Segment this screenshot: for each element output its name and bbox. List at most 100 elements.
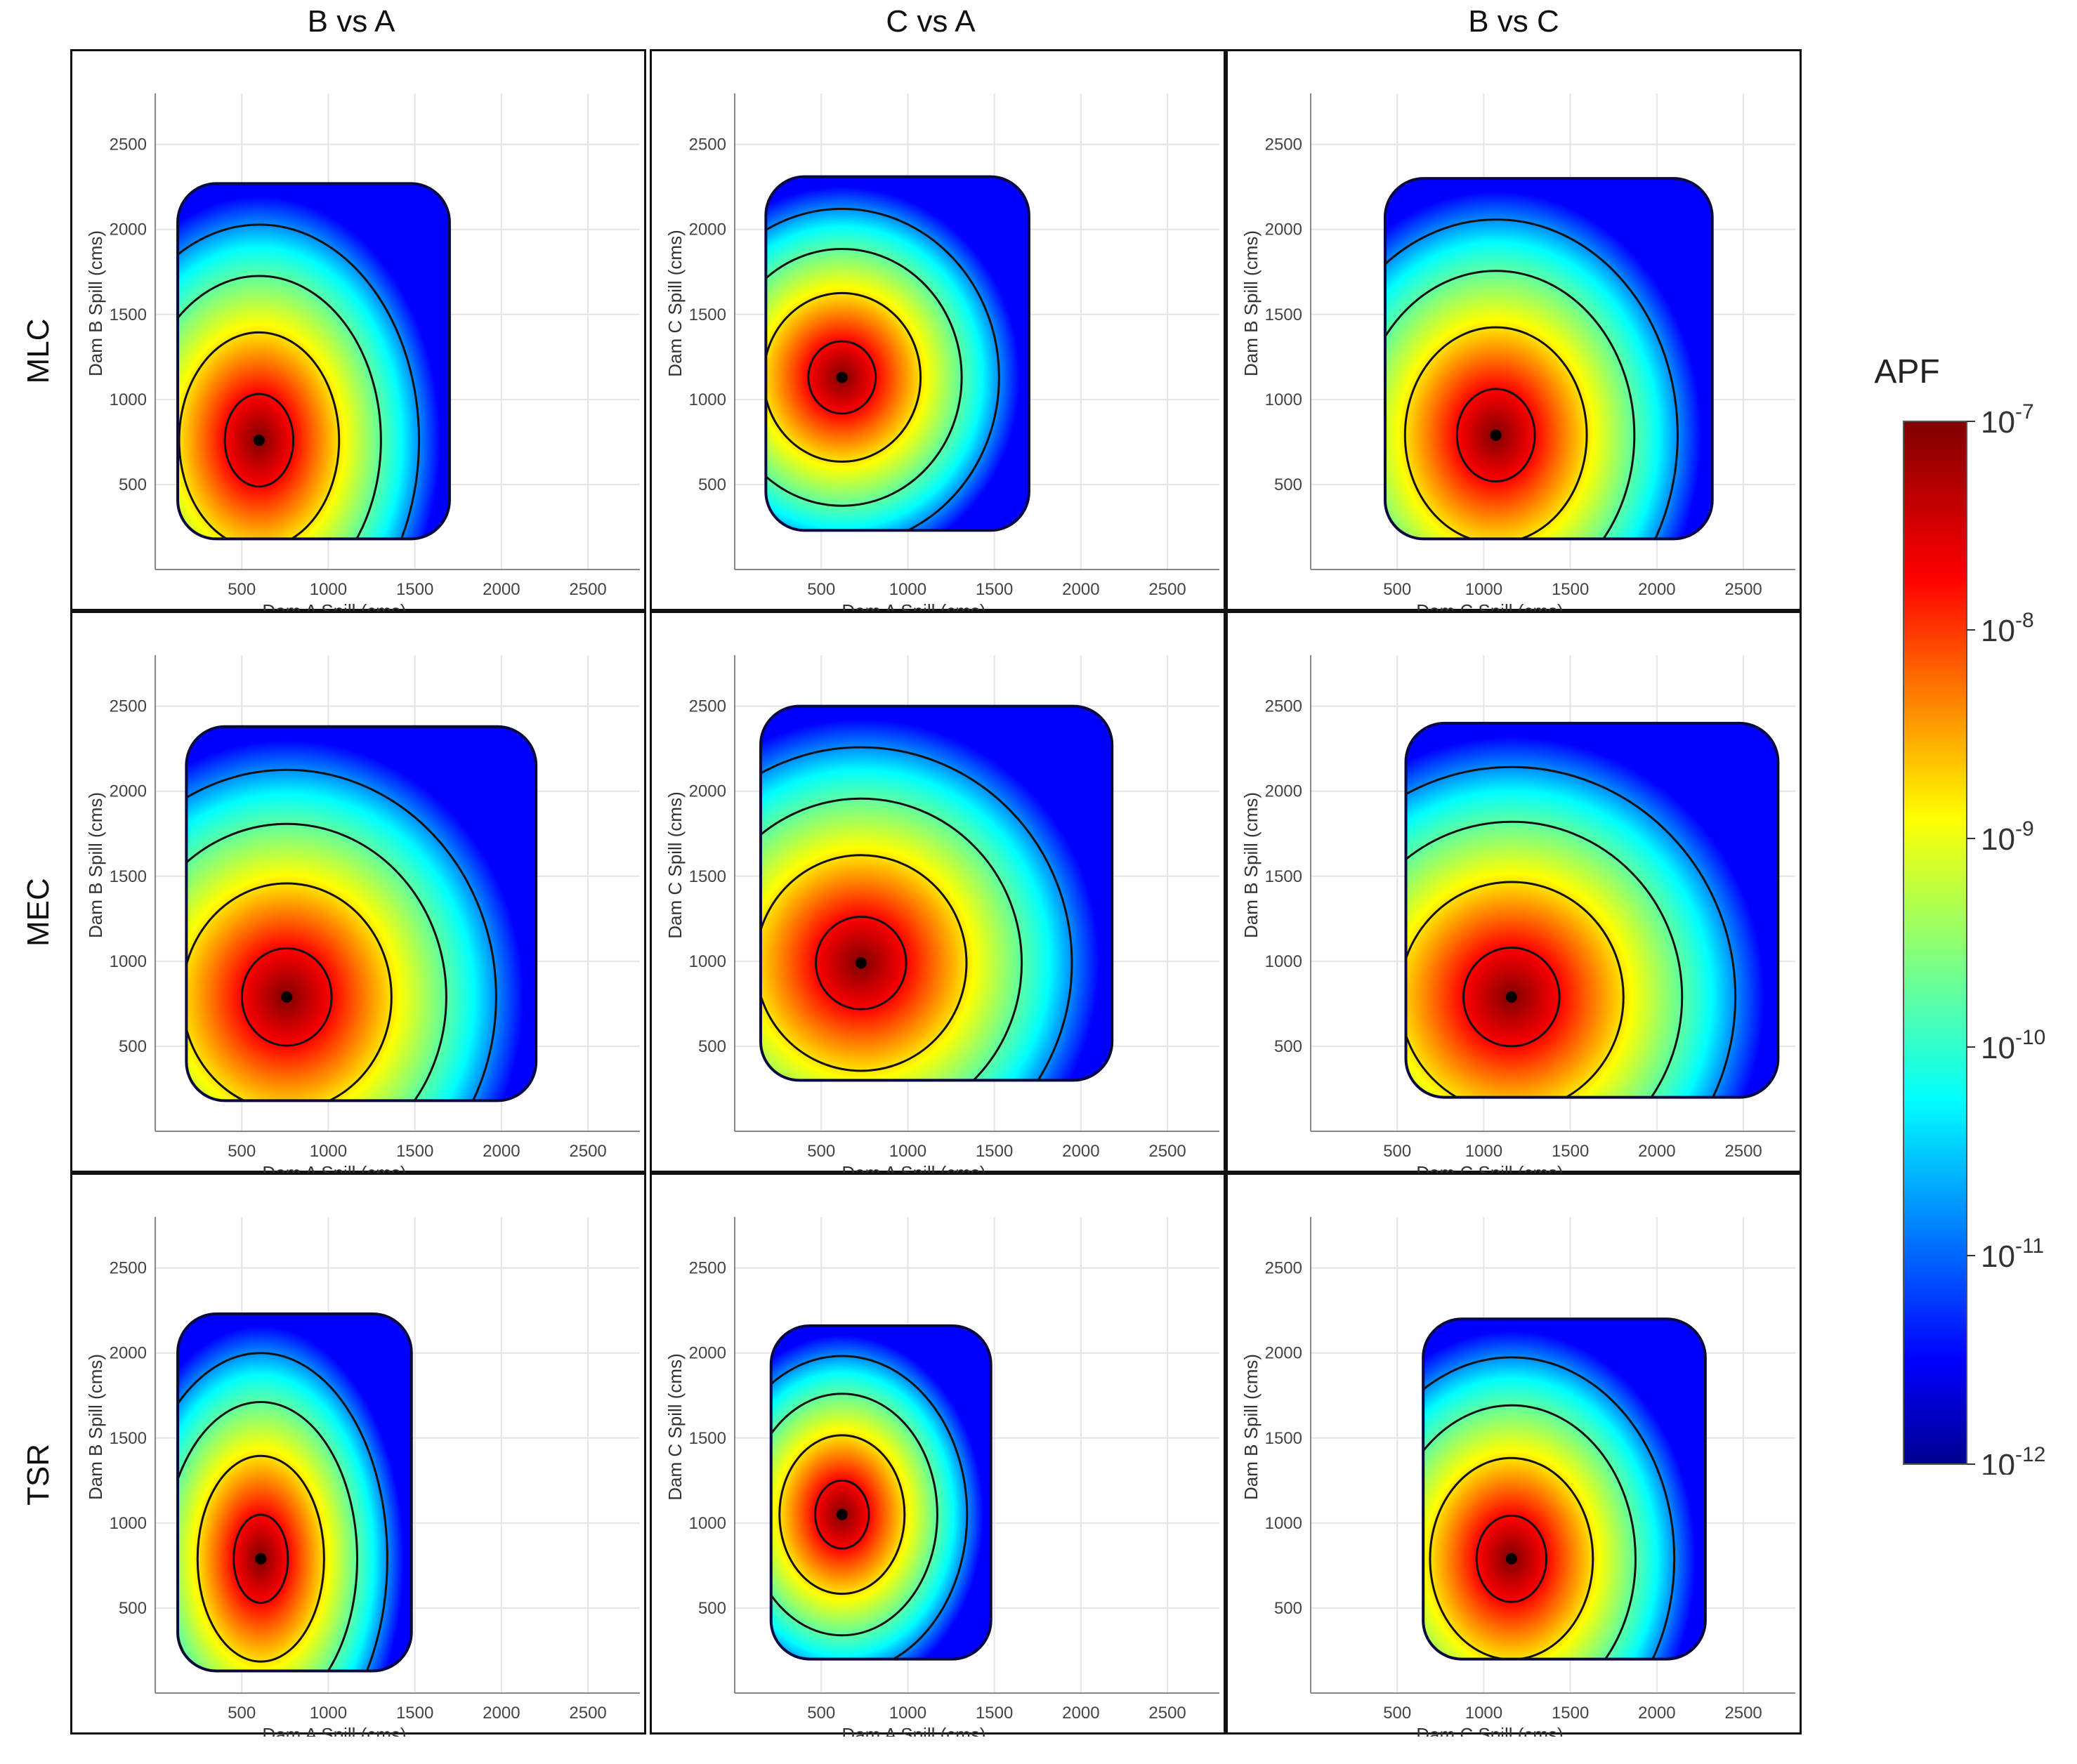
apf-surface — [764, 175, 1030, 532]
x-tick-label: 1000 — [310, 580, 347, 599]
y-tick-label: 2500 — [689, 697, 726, 716]
y-tick-label: 2500 — [110, 1259, 147, 1278]
y-tick-label: 1000 — [110, 952, 147, 971]
colorbar-label: APF — [1874, 353, 1939, 390]
y-tick-label: 500 — [698, 1599, 726, 1618]
apf-surface — [769, 1324, 992, 1661]
contour-line — [815, 915, 908, 1011]
contour-line — [771, 1355, 969, 1659]
contour-line — [240, 947, 333, 1047]
y-tick-label: 1000 — [1265, 1514, 1302, 1533]
y-tick-label: 500 — [698, 1037, 726, 1056]
y-tick-label: 1500 — [1265, 305, 1302, 324]
heatmap-chart: 500 1000 1500 2000 2500 500 1000 1500 2000 2500 Da… — [664, 655, 1219, 1175]
y-tick-label: 2500 — [1265, 1259, 1302, 1278]
x-tick-label: 2500 — [1724, 1704, 1762, 1723]
peak-point — [855, 957, 867, 969]
y-tick-label: 500 — [119, 1037, 147, 1056]
y-tick-label: 500 — [1274, 475, 1302, 494]
x-tick-label: 2000 — [1638, 1142, 1675, 1161]
x-tick-label: 500 — [807, 1704, 835, 1723]
x-tick-label: 1000 — [889, 1142, 926, 1161]
colorbar-tick-label: 10-9 — [1981, 817, 2034, 857]
x-tick-label: 500 — [1383, 1704, 1411, 1723]
x-tick-label: 2000 — [1062, 1142, 1099, 1161]
contour-line — [1406, 881, 1625, 1098]
contour-line — [766, 207, 1000, 531]
x-tick-label: 2500 — [1148, 580, 1186, 599]
x-tick-label: 500 — [807, 580, 835, 599]
x-tick-label: 1000 — [310, 1142, 347, 1161]
panel-tsr-1: 500 1000 1500 2000 2500 500 1000 1500 2000 2500 Da… — [650, 1173, 1226, 1737]
y-axis-label: Dam B Spill (cms) — [1240, 792, 1262, 938]
y-tick-label: 2500 — [110, 136, 147, 154]
panel-tsr-2: 500 1000 1500 2000 2500 500 1000 1500 2000 2500 Da… — [1226, 1173, 1802, 1737]
x-tick-label: 500 — [228, 1142, 256, 1161]
y-tick-label: 2000 — [110, 1344, 147, 1363]
colorbar-tick-label: 10-8 — [1981, 609, 2034, 648]
apf-surface — [185, 725, 538, 1102]
contour-group — [771, 1355, 969, 1659]
y-tick-label: 1500 — [689, 305, 726, 324]
contour-line — [196, 1454, 325, 1663]
x-axis-label: Dam C Spill (cms) — [1416, 600, 1563, 613]
x-axis-label: Dam A Spill (cms) — [841, 1162, 985, 1175]
contour-group — [1423, 1356, 1676, 1659]
y-tick-label: 1000 — [689, 390, 726, 409]
contour-line — [1475, 1514, 1548, 1603]
heatmap-chart: 500 1000 1500 2000 2500 500 1000 1500 2000 2500 Da… — [1240, 1217, 1795, 1737]
contour-line — [178, 223, 421, 539]
contour-line — [760, 797, 1023, 1081]
contour-line — [1423, 1404, 1637, 1659]
contour-line — [1384, 218, 1679, 539]
x-tick-label: 2000 — [1062, 1704, 1099, 1723]
contour-line — [1423, 1356, 1676, 1659]
y-tick-label: 500 — [119, 1599, 147, 1618]
peak-point — [1505, 991, 1517, 1003]
x-axis-label: Dam A Spill (cms) — [841, 600, 985, 613]
row-title-mlc: MLC — [21, 318, 55, 384]
peak-point — [281, 991, 293, 1003]
x-tick-label: 2500 — [1148, 1142, 1186, 1161]
y-tick-label: 2000 — [1265, 220, 1302, 239]
y-tick-label: 2500 — [1265, 136, 1302, 154]
heatmap-chart: 500 1000 1500 2000 2500 500 1000 1500 2000 2500 Da… — [85, 1217, 640, 1737]
y-axis-label: Dam C Spill (cms) — [664, 791, 686, 938]
contour-line — [1429, 1456, 1594, 1659]
panel-mec-2: 500 1000 1500 2000 2500 500 1000 1500 2000 2500 Da… — [1226, 611, 1802, 1175]
contour-line — [178, 1352, 388, 1671]
y-tick-label: 1000 — [689, 952, 726, 971]
apf-surface — [1383, 177, 1714, 541]
x-tick-label: 500 — [1383, 580, 1411, 599]
x-axis-label: Dam A Spill (cms) — [841, 1724, 985, 1737]
y-axis-label: Dam B Spill (cms) — [85, 792, 106, 938]
apf-surface — [1422, 1317, 1707, 1661]
heatmap-chart: 500 1000 1500 2000 2500 500 1000 1500 2000 2500 Da… — [664, 93, 1219, 613]
heatmap-chart: 500 1000 1500 2000 2500 500 1000 1500 2000 2500 Da… — [85, 655, 640, 1175]
y-tick-label: 500 — [1274, 1037, 1302, 1056]
contour-line — [1462, 947, 1561, 1048]
y-tick-label: 500 — [1274, 1599, 1302, 1618]
x-axis-label: Dam A Spill (cms) — [262, 600, 406, 613]
peak-point — [253, 434, 265, 446]
colorbar-tick-label: 10-7 — [1981, 400, 2034, 440]
x-tick-label: 2000 — [1062, 580, 1099, 599]
x-tick-label: 1000 — [1465, 1142, 1502, 1161]
panel-mec-0: 500 1000 1500 2000 2500 500 1000 1500 2000 2500 Da… — [70, 611, 646, 1175]
contour-line — [771, 1393, 938, 1637]
y-tick-label: 1500 — [689, 1429, 726, 1448]
x-axis-label: Dam A Spill (cms) — [262, 1724, 406, 1737]
contour-line — [1403, 326, 1588, 539]
y-tick-label: 1000 — [689, 1514, 726, 1533]
contour-line — [186, 882, 393, 1101]
y-tick-label: 1500 — [1265, 867, 1302, 886]
y-tick-label: 1000 — [1265, 952, 1302, 971]
contour-group — [760, 746, 1073, 1081]
row-title-tsr: TSR — [21, 1444, 55, 1506]
contour-line — [766, 248, 963, 507]
contour-line — [1406, 765, 1737, 1098]
colorbar-gradient — [1903, 421, 1967, 1465]
colorbar-tick-label: 10-11 — [1981, 1235, 2044, 1274]
contour-group — [178, 223, 421, 539]
x-tick-label: 1000 — [889, 580, 926, 599]
